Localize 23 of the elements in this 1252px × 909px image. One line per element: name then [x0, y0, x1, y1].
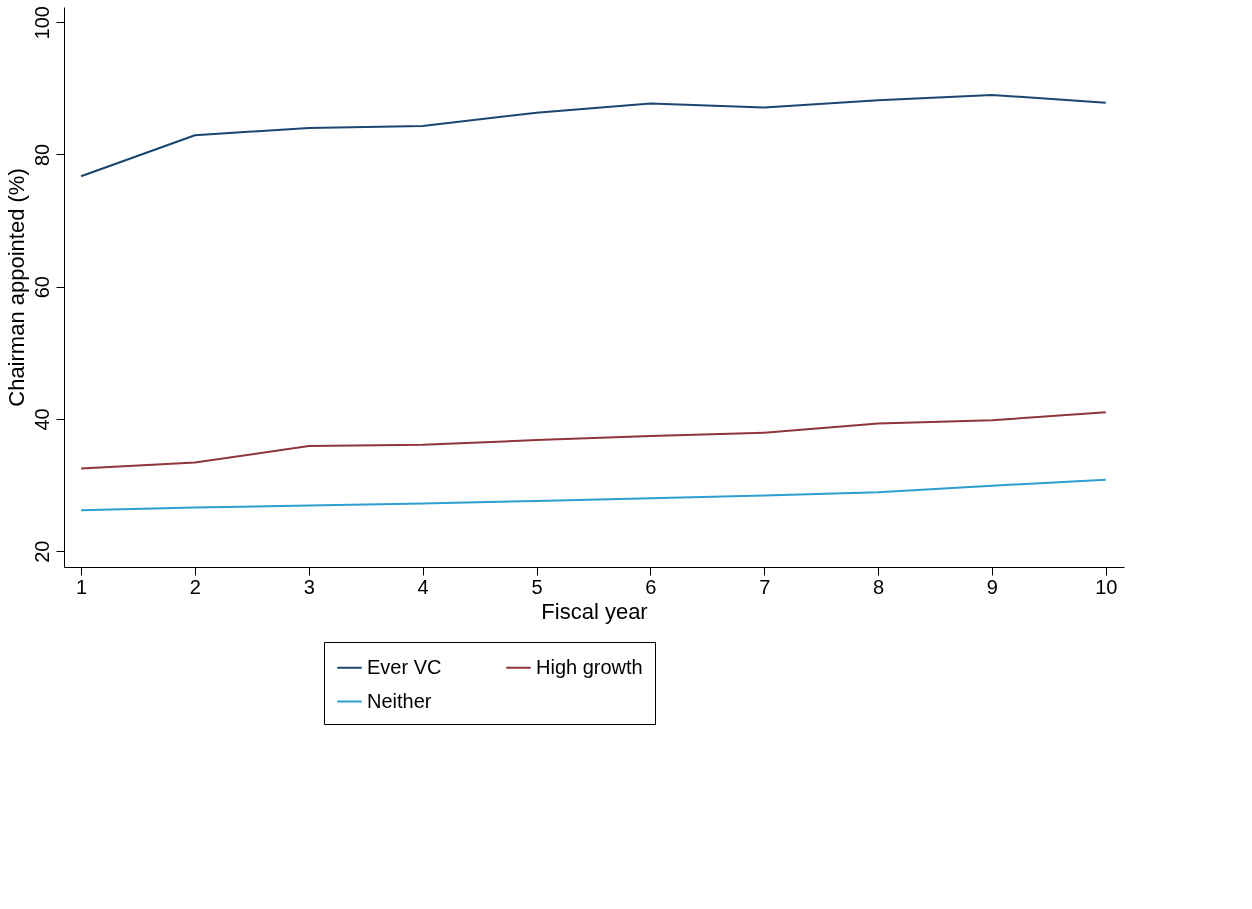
- y-tick-label: 40: [30, 408, 53, 431]
- y-tick-label: 100: [30, 6, 53, 40]
- legend-label: High growth: [536, 655, 643, 678]
- x-tick-label: 6: [645, 575, 657, 598]
- y-tick-label: 60: [30, 276, 53, 299]
- y-axis-title: Chairman appointed (%): [3, 168, 29, 407]
- legend-label: Ever VC: [367, 655, 442, 678]
- x-tick-label: 4: [417, 575, 429, 598]
- y-tick-label: 80: [30, 143, 53, 167]
- x-axis-title: Fiscal year: [541, 598, 648, 624]
- x-tick-label: 8: [873, 575, 885, 598]
- legend-label: Neither: [367, 689, 432, 712]
- x-tick-label: 1: [76, 575, 88, 598]
- x-tick-label: 9: [986, 575, 998, 598]
- x-tick-label: 5: [531, 575, 543, 598]
- line-series: [80, 478, 1107, 512]
- x-tick-label: 3: [303, 575, 315, 598]
- x-tick-label: 2: [189, 575, 201, 598]
- x-tick-label: 7: [759, 575, 771, 598]
- y-tick-label: 20: [30, 540, 53, 563]
- line-series: [80, 93, 1107, 178]
- line-series: [80, 411, 1107, 470]
- x-tick-label: 10: [1095, 575, 1118, 598]
